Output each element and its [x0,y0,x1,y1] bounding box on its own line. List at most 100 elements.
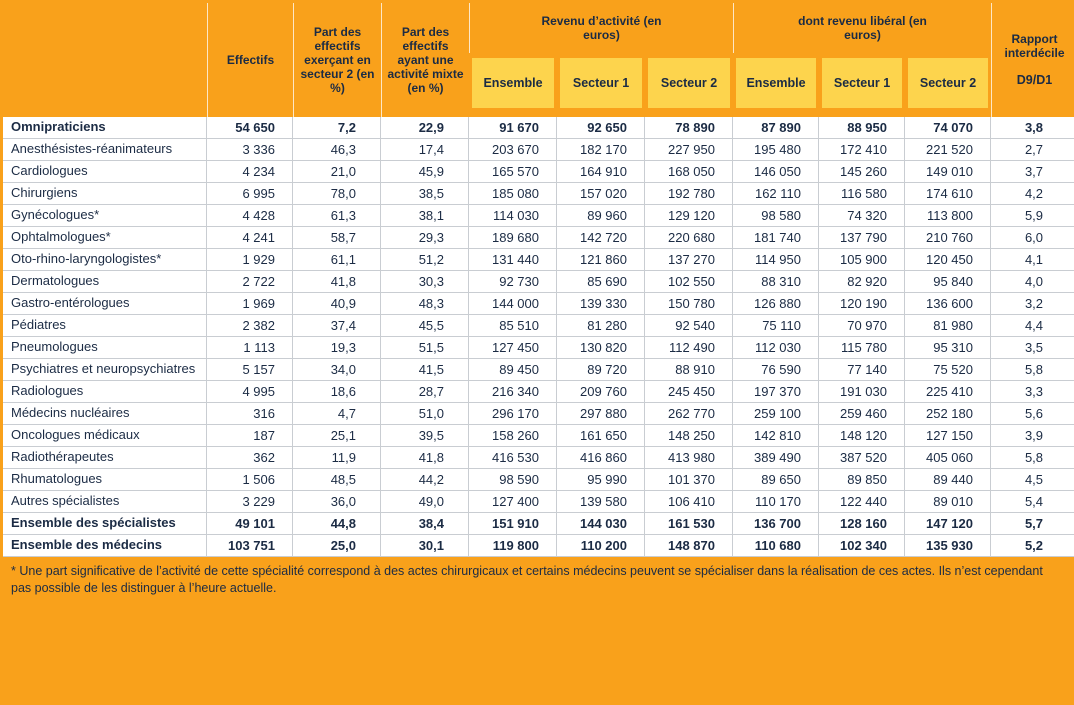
value-cell: 3,7 [991,161,1074,183]
value-cell: 3,3 [991,381,1074,403]
value-cell: 4 241 [207,227,293,249]
value-cell: 127 150 [905,425,991,447]
value-cell: 220 680 [645,227,733,249]
value-cell: 98 590 [469,469,557,491]
value-cell: 74 070 [905,117,991,139]
value-cell: 3,9 [991,425,1074,447]
value-cell: 78 890 [645,117,733,139]
table-row: Chirurgiens 6 995 78,0 38,5 185 080 157 020 19… [3,183,1074,205]
value-cell: 39,5 [381,425,469,447]
row-label: Autres spécialistes [3,491,207,513]
value-cell: 168 050 [645,161,733,183]
value-cell: 122 440 [819,491,905,513]
value-cell: 75 520 [905,359,991,381]
value-cell: 37,4 [293,315,381,337]
value-cell: 192 780 [645,183,733,205]
value-cell: 389 490 [733,447,819,469]
corner-cell [3,3,207,117]
value-cell: 114 950 [733,249,819,271]
value-cell: 21,0 [293,161,381,183]
value-cell: 4,0 [991,271,1074,293]
value-cell: 5,6 [991,403,1074,425]
value-cell: 102 550 [645,271,733,293]
value-cell: 85 510 [469,315,557,337]
value-cell: 131 440 [469,249,557,271]
row-label: Radiothérapeutes [3,447,207,469]
value-cell: 151 910 [469,513,557,535]
row-label: Médecins nucléaires [3,403,207,425]
value-cell: 2 382 [207,315,293,337]
value-cell: 29,3 [381,227,469,249]
value-cell: 45,5 [381,315,469,337]
col-header-part-secteur2: Part des effectifs exerçant en secteur 2… [293,3,381,117]
subheader-liberal-ensemble: Ensemble [733,53,819,117]
row-label: Pédiatres [3,315,207,337]
col-header-effectifs: Effectifs [207,3,293,117]
value-cell: 25,0 [293,535,381,557]
value-cell: 181 740 [733,227,819,249]
value-cell: 197 370 [733,381,819,403]
table-row: Rhumatologues 1 506 48,5 44,2 98 590 95 990 10… [3,469,1074,491]
value-cell: 127 400 [469,491,557,513]
table-row: Oncologues médicaux 187 25,1 39,5 158 260 161… [3,425,1074,447]
value-cell: 126 880 [733,293,819,315]
value-cell: 121 860 [557,249,645,271]
value-cell: 112 490 [645,337,733,359]
value-cell: 88 910 [645,359,733,381]
value-cell: 95 840 [905,271,991,293]
row-label: Anesthésistes-réanimateurs [3,139,207,161]
value-cell: 114 030 [469,205,557,227]
table-row: Autres spécialistes 3 229 36,0 49,0 127 400 1… [3,491,1074,513]
value-cell: 405 060 [905,447,991,469]
value-cell: 316 [207,403,293,425]
value-cell: 252 180 [905,403,991,425]
value-cell: 3,5 [991,337,1074,359]
value-cell: 116 580 [819,183,905,205]
value-cell: 51,5 [381,337,469,359]
value-cell: 142 720 [557,227,645,249]
value-cell: 135 930 [905,535,991,557]
value-cell: 146 050 [733,161,819,183]
row-label: Psychiatres et neuropsychiatres [3,359,207,381]
value-cell: 3 229 [207,491,293,513]
value-cell: 95 310 [905,337,991,359]
value-cell: 101 370 [645,469,733,491]
value-cell: 3,8 [991,117,1074,139]
table-row: Psychiatres et neuropsychiatres 5 157 34,0… [3,359,1074,381]
value-cell: 61,3 [293,205,381,227]
row-label: Pneumologues [3,337,207,359]
row-label: Rhumatologues [3,469,207,491]
group-header-revenu-liberal: dont revenu libéral (en euros) [733,3,991,53]
subheader-revenu-ensemble: Ensemble [469,53,557,117]
value-cell: 187 [207,425,293,447]
value-cell: 1 113 [207,337,293,359]
value-cell: 40,9 [293,293,381,315]
value-cell: 416 530 [469,447,557,469]
rapport-label: Rapport interdécile [1004,31,1065,61]
value-cell: 147 120 [905,513,991,535]
row-label: Oncologues médicaux [3,425,207,447]
table-row: Pneumologues 1 113 19,3 51,5 127 450 130 820 1… [3,337,1074,359]
value-cell: 4,1 [991,249,1074,271]
value-cell: 185 080 [469,183,557,205]
table-row: Dermatologues 2 722 41,8 30,3 92 730 85 690 10… [3,271,1074,293]
value-cell: 11,9 [293,447,381,469]
value-cell: 22,9 [381,117,469,139]
value-cell: 115 780 [819,337,905,359]
value-cell: 158 260 [469,425,557,447]
value-cell: 120 190 [819,293,905,315]
value-cell: 89 720 [557,359,645,381]
value-cell: 51,0 [381,403,469,425]
value-cell: 19,3 [293,337,381,359]
value-cell: 25,1 [293,425,381,447]
value-cell: 6,0 [991,227,1074,249]
rapport-sub-label: D9/D1 [1016,73,1053,88]
value-cell: 142 810 [733,425,819,447]
value-cell: 51,2 [381,249,469,271]
subheader-revenu-secteur1: Secteur 1 [557,53,645,117]
value-cell: 38,5 [381,183,469,205]
row-label: Ensemble des spécialistes [3,513,207,535]
value-cell: 297 880 [557,403,645,425]
value-cell: 195 480 [733,139,819,161]
